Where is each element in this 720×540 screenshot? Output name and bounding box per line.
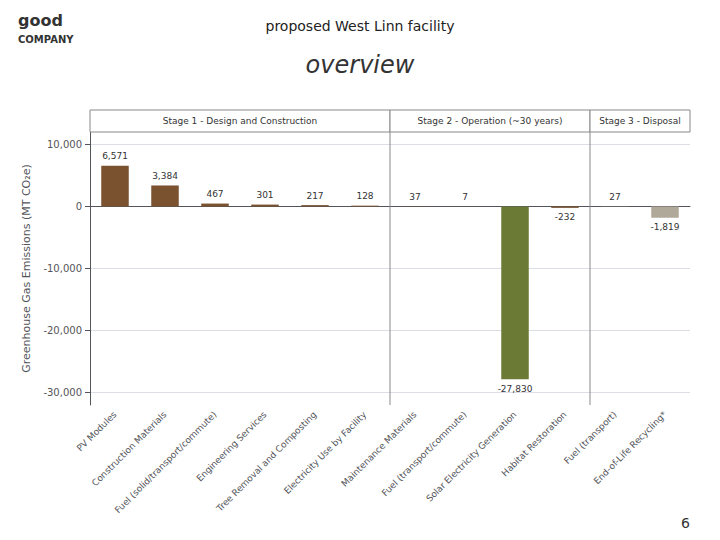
svg-text:overview: overview (306, 51, 415, 79)
svg-text:-10,000: -10,000 (43, 263, 82, 274)
svg-text:10,000: 10,000 (47, 139, 82, 150)
svg-text:Engineering Services: Engineering Services (194, 409, 269, 484)
svg-text:-27,830: -27,830 (498, 384, 533, 394)
svg-text:-232: -232 (555, 212, 575, 222)
svg-text:-1,819: -1,819 (650, 222, 679, 232)
svg-text:6: 6 (681, 515, 690, 531)
svg-text:-30,000: -30,000 (43, 387, 82, 398)
svg-text:3,384: 3,384 (152, 171, 178, 181)
svg-text:128: 128 (356, 191, 373, 201)
svg-text:End-of-Life Recycling*: End-of-Life Recycling* (592, 409, 669, 486)
svg-text:Stage 2 - Operation (~30 years: Stage 2 - Operation (~30 years) (418, 116, 563, 126)
svg-text:Habitat Restoration: Habitat Restoration (500, 409, 569, 478)
svg-text:37: 37 (409, 192, 420, 202)
svg-text:good: good (18, 11, 63, 30)
svg-text:PV Modules: PV Modules (75, 409, 119, 453)
svg-text:Solar Electricity Generation: Solar Electricity Generation (424, 409, 518, 503)
svg-text:7: 7 (462, 192, 468, 202)
svg-text:proposed West Linn facility: proposed West Linn facility (266, 18, 455, 34)
svg-text:0: 0 (76, 201, 82, 212)
svg-text:Tree Removal and Composting: Tree Removal and Composting (214, 409, 319, 514)
svg-text:Stage 1 - Design and Construct: Stage 1 - Design and Construction (163, 116, 318, 126)
svg-text:Fuel (transport): Fuel (transport) (562, 409, 618, 465)
svg-text:Fuel (transport/commute): Fuel (transport/commute) (380, 409, 469, 498)
svg-text:301: 301 (256, 190, 273, 200)
svg-text:Fuel (solid/transport/commute): Fuel (solid/transport/commute) (113, 409, 219, 515)
svg-text:6,571: 6,571 (102, 151, 128, 161)
svg-text:217: 217 (306, 191, 323, 201)
svg-text:Construction Materials: Construction Materials (89, 409, 169, 489)
svg-text:COMPANY: COMPANY (18, 34, 74, 45)
svg-text:-20,000: -20,000 (43, 325, 82, 336)
svg-text:467: 467 (206, 189, 223, 199)
svg-text:Electricity Use by Facility: Electricity Use by Facility (282, 409, 369, 496)
svg-text:Stage 3 - Disposal: Stage 3 - Disposal (599, 116, 681, 126)
svg-text:27: 27 (609, 192, 620, 202)
svg-text:Greenhouse Gas Emissions (MT C: Greenhouse Gas Emissions (MT CO₂e) (20, 164, 33, 372)
svg-text:Maintenance Materials: Maintenance Materials (339, 409, 419, 489)
